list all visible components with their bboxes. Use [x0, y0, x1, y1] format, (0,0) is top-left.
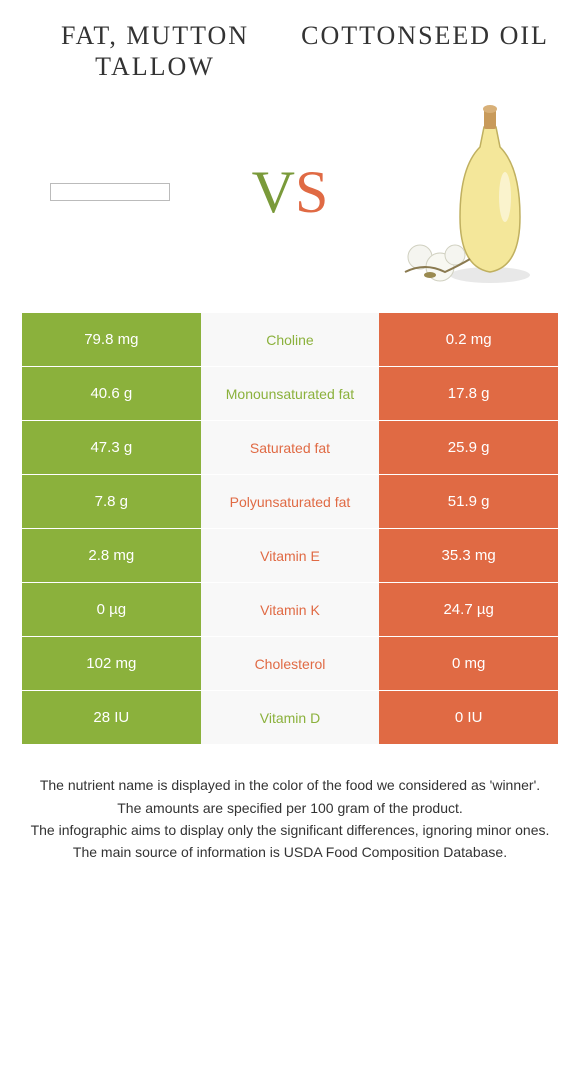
nutrient-name-cell: Choline: [201, 313, 380, 366]
right-value-cell: 51.9 g: [379, 475, 558, 528]
left-value-cell: 79.8 mg: [22, 313, 201, 366]
table-row: 102 mgCholesterol0 mg: [22, 637, 558, 690]
left-value-cell: 7.8 g: [22, 475, 201, 528]
right-value-cell: 17.8 g: [379, 367, 558, 420]
left-value-cell: 0 µg: [22, 583, 201, 636]
right-value-cell: 35.3 mg: [379, 529, 558, 582]
table-row: 2.8 mgVitamin E35.3 mg: [22, 529, 558, 582]
table-row: 40.6 gMonounsaturated fat17.8 g: [22, 367, 558, 420]
nutrient-name-cell: Vitamin E: [201, 529, 380, 582]
vs-label: VS: [252, 158, 329, 227]
right-value-cell: 25.9 g: [379, 421, 558, 474]
left-value-cell: 40.6 g: [22, 367, 201, 420]
nutrient-name-cell: Monounsaturated fat: [201, 367, 380, 420]
table-row: 79.8 mgCholine0.2 mg: [22, 313, 558, 366]
footnote-line: The infographic aims to display only the…: [18, 820, 562, 840]
comparison-table-wrap: 79.8 mgCholine0.2 mg40.6 gMonounsaturate…: [0, 312, 580, 745]
left-product-image: [40, 122, 180, 262]
nutrient-name-cell: Polyunsaturated fat: [201, 475, 380, 528]
right-value-cell: 0 IU: [379, 691, 558, 744]
table-row: 0 µgVitamin K24.7 µg: [22, 583, 558, 636]
footnote-line: The main source of information is USDA F…: [18, 842, 562, 862]
right-value-cell: 24.7 µg: [379, 583, 558, 636]
vs-v: V: [252, 159, 295, 225]
left-value-cell: 102 mg: [22, 637, 201, 690]
nutrient-name-cell: Saturated fat: [201, 421, 380, 474]
right-product-image: [400, 122, 540, 262]
nutrient-name-cell: Vitamin D: [201, 691, 380, 744]
images-row: VS: [0, 92, 580, 292]
left-value-cell: 28 IU: [22, 691, 201, 744]
table-row: 47.3 gSaturated fat25.9 g: [22, 421, 558, 474]
left-value-cell: 47.3 g: [22, 421, 201, 474]
table-row: 7.8 gPolyunsaturated fat51.9 g: [22, 475, 558, 528]
oil-bottle-icon: [400, 97, 540, 287]
comparison-table: 79.8 mgCholine0.2 mg40.6 gMonounsaturate…: [22, 312, 558, 745]
right-value-cell: 0 mg: [379, 637, 558, 690]
left-product-title: Fat, mutton tallow: [25, 20, 284, 82]
tallow-placeholder-icon: [50, 183, 170, 201]
header-titles: Fat, mutton tallow Cottonseed oil: [0, 20, 580, 82]
nutrient-name-cell: Vitamin K: [201, 583, 380, 636]
footnotes: The nutrient name is displayed in the co…: [0, 745, 580, 862]
right-product-title: Cottonseed oil: [295, 20, 554, 51]
vs-s: S: [295, 159, 328, 225]
footnote-line: The amounts are specified per 100 gram o…: [18, 798, 562, 818]
right-value-cell: 0.2 mg: [379, 313, 558, 366]
table-row: 28 IUVitamin D0 IU: [22, 691, 558, 744]
nutrient-name-cell: Cholesterol: [201, 637, 380, 690]
left-value-cell: 2.8 mg: [22, 529, 201, 582]
footnote-line: The nutrient name is displayed in the co…: [18, 775, 562, 795]
